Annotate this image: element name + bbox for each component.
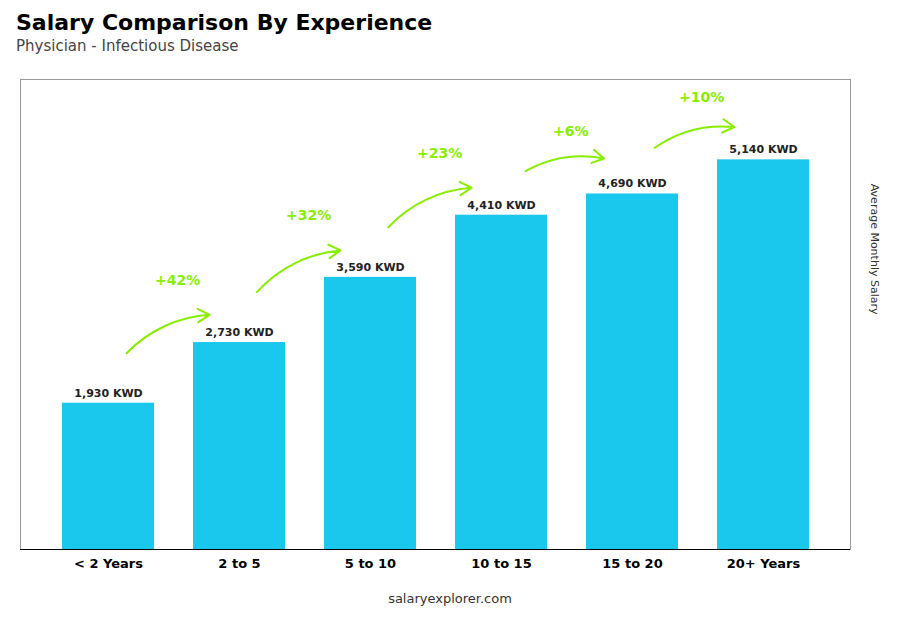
svg-text:< 2 Years: < 2 Years: [74, 556, 143, 571]
svg-text:+23%: +23%: [417, 145, 462, 161]
svg-text:2 to 5: 2 to 5: [218, 556, 260, 571]
svg-text:2,730 KWD: 2,730 KWD: [205, 326, 273, 339]
html-text:salaryexplorer.com: salaryexplorer.com: [388, 591, 512, 606]
svg-text:5,140 KWD: 5,140 KWD: [729, 143, 797, 156]
html-text:Physician - Infectious Disease: Physician - Infectious Disease: [16, 37, 239, 55]
svg-text:4,410 KWD: 4,410 KWD: [467, 199, 535, 212]
svg-text:+10%: +10%: [679, 89, 724, 105]
html-text:Salary Comparison By Experienc: Salary Comparison By Experience: [16, 10, 433, 35]
svg-text:4,690 KWD: 4,690 KWD: [598, 177, 666, 190]
svg-text:Average Monthly Salary: Average Monthly Salary: [868, 184, 881, 315]
svg-text:+6%: +6%: [553, 123, 589, 139]
svg-text:+42%: +42%: [155, 272, 200, 288]
svg-text:10 to 15: 10 to 15: [471, 556, 531, 571]
svg-text:20+ Years: 20+ Years: [727, 556, 801, 571]
svg-text:3,590 KWD: 3,590 KWD: [336, 261, 404, 274]
svg-text:1,930 KWD: 1,930 KWD: [74, 387, 142, 400]
svg-text:15 to 20: 15 to 20: [602, 556, 662, 571]
svg-text:5 to 10: 5 to 10: [345, 556, 396, 571]
svg-text:+32%: +32%: [286, 207, 331, 223]
